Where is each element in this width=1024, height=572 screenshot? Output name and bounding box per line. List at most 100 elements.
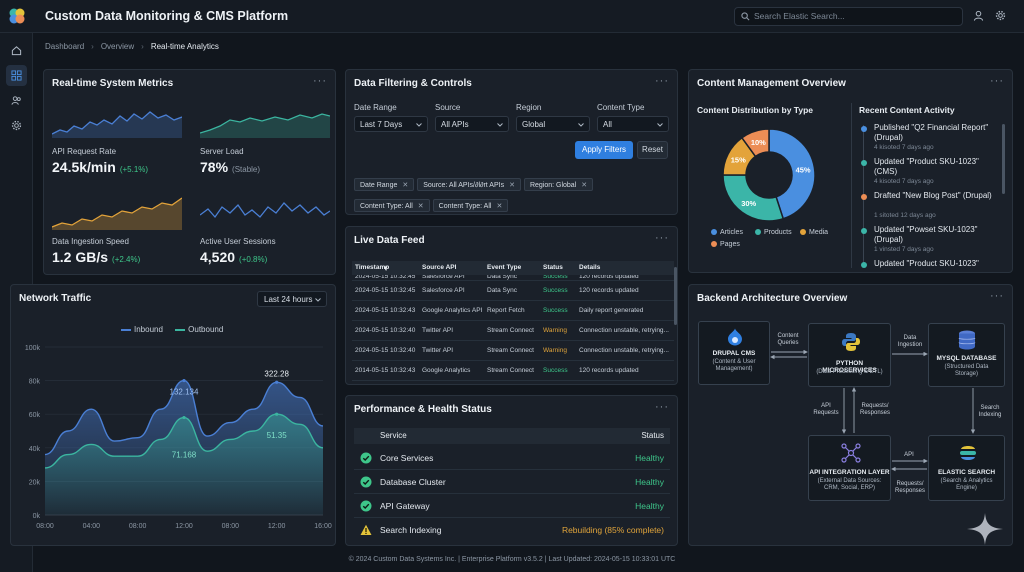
apply-filters-button[interactable]: Apply Filters <box>575 141 633 159</box>
cell-status: Warning <box>543 327 567 334</box>
health-row: Core Services Healthy <box>354 446 670 470</box>
table-row[interactable]: 2024-05-15 10:32:43 Google Analytics API R… <box>352 301 674 321</box>
breadcrumb-overview[interactable]: Overview <box>100 42 135 51</box>
activity-time: 4 kisoted 7 days ago <box>874 144 934 151</box>
cell-timestamp: 2024-05-15 10:32:40 <box>355 347 416 354</box>
elastic-box[interactable]: ELASTIC SEARCH (Search & Analytics Engin… <box>928 435 1005 501</box>
close-icon[interactable]: ✕ <box>496 203 503 210</box>
sidebar-item-home[interactable] <box>6 40 27 61</box>
arch-connectors <box>770 349 976 472</box>
network-title: Network Traffic <box>19 293 92 304</box>
slice-label: 10% <box>751 138 766 147</box>
reset-button[interactable]: Reset <box>637 141 668 159</box>
more-menu-icon[interactable]: ··· <box>655 232 669 244</box>
drupal-box[interactable]: DRUPAL CMS (Content & User Management) <box>698 321 770 385</box>
activity-scrollbar[interactable] <box>1002 124 1005 194</box>
slice-label: 30% <box>741 199 756 208</box>
more-menu-icon[interactable]: ··· <box>655 75 669 87</box>
legend-label: Products <box>764 229 792 236</box>
col-service: Service <box>380 431 407 440</box>
user-icon[interactable] <box>973 10 984 21</box>
slice-label: 15% <box>731 155 746 164</box>
python-box[interactable]: PYTHON MICROSERVICES (Data Processing & … <box>808 323 891 387</box>
activity-title: Recent Content Activity <box>859 105 955 115</box>
range-select[interactable]: Last 24 hours <box>257 291 327 307</box>
table-row[interactable]: 2024-05-15 10:32:45 Salesforce API Data Sy… <box>352 267 674 281</box>
sort-icon[interactable]: ▾ <box>384 265 388 272</box>
active-filter-chips: Date Range ✕ Source: All APIs/∂l∂rt APIs ✕ R… <box>354 174 674 216</box>
sidebar-item-dashboard[interactable] <box>6 65 27 86</box>
more-menu-icon[interactable]: ··· <box>990 290 1004 302</box>
sidebar-item-settings[interactable] <box>6 115 27 136</box>
legend-articles: Articles <box>711 229 743 236</box>
x-tick-label: 08:00 <box>129 523 147 530</box>
close-icon[interactable]: ✕ <box>402 182 409 189</box>
region-select[interactable]: Global <box>516 116 590 132</box>
filter-chip[interactable]: Region: Global ✕ <box>523 178 594 191</box>
table-row[interactable]: 2024-05-15 10:32:45 Salesforce API Data Sy… <box>352 281 674 301</box>
select-value: All <box>603 120 612 129</box>
content-type-select[interactable]: All <box>597 116 669 132</box>
box-title: API INTEGRATION LAYER <box>809 469 890 476</box>
python-icon <box>842 333 860 351</box>
cell-event: Data Sync <box>487 273 517 280</box>
footer: © 2024 Custom Data Systems Inc. | Enterp… <box>348 556 676 563</box>
filter-label: Region <box>516 103 542 112</box>
chevron-down-icon <box>657 123 663 127</box>
api-layer-box[interactable]: API INTEGRATION LAYER (External Data Sou… <box>808 435 891 501</box>
close-icon[interactable]: ✕ <box>509 182 515 189</box>
legend-products: Products <box>755 229 792 236</box>
x-tick-label: 12:00 <box>268 523 286 530</box>
range-value: Last 24 hours <box>264 295 313 304</box>
filter-chip[interactable]: Content Type: All ✕ <box>432 199 509 212</box>
table-row[interactable]: 2024-05-15 10:32:40 Twitter API Stream Con… <box>352 321 674 341</box>
sidebar-item-users[interactable] <box>6 90 27 111</box>
metric-delta: (Stable) <box>232 165 261 174</box>
mysql-box[interactable]: MYSQL DATABASE (Structured Data Storage) <box>928 323 1005 387</box>
filter-chip[interactable]: Content Type: All ✕ <box>354 199 430 212</box>
search-input[interactable]: Search Elastic Search... <box>754 11 845 21</box>
check-circle-icon <box>360 476 372 488</box>
feed-title: Live Data Feed <box>354 235 425 246</box>
table-header-overlay: Timestamp ▾ Source API Event Type Status … <box>352 261 674 275</box>
legend-dot <box>711 241 717 248</box>
feed-scrollbar[interactable] <box>674 267 677 325</box>
logo-icon[interactable] <box>8 7 26 25</box>
service-name: API Gateway <box>380 501 430 511</box>
date-range-select[interactable]: Last 7 Days <box>354 116 428 132</box>
legend-outbound: Outbound <box>188 325 224 334</box>
cell-details: Connection unstable, retrying... <box>579 327 669 334</box>
table-row[interactable]: 2024-05-15 10:32:40 Twitter API Stream Con… <box>352 341 674 361</box>
more-menu-icon[interactable]: ··· <box>990 75 1004 87</box>
more-menu-icon[interactable]: ··· <box>313 75 327 87</box>
cell-status: Success <box>543 307 568 314</box>
search-box[interactable]: Search Elastic Search... <box>734 7 963 26</box>
metric-label: Data Ingestion Speed <box>52 237 129 246</box>
metric-sparkline <box>200 113 330 138</box>
metrics-panel: Real-time System Metrics ··· API Request… <box>43 69 336 275</box>
close-icon[interactable]: ✕ <box>417 203 424 210</box>
cell-timestamp: 2024-05-15 10:32:45 <box>355 273 416 280</box>
filter-chip[interactable]: Source: All APIs/∂l∂rt APIs ✕ <box>417 178 521 191</box>
activity-time: 1 vinsted 7 days ago <box>874 246 934 253</box>
more-menu-icon[interactable]: ··· <box>655 401 669 413</box>
close-icon[interactable]: ✕ <box>581 182 588 189</box>
metric-delta: (+2.4%) <box>112 255 141 264</box>
table-row[interactable]: 2014-05-15 10:32:43 Google Analytics Strea… <box>352 361 674 381</box>
timeline-dot <box>861 228 867 234</box>
filter-chip[interactable]: Date Range ✕ <box>354 178 415 191</box>
chart-legend: Inbound Outbound <box>121 325 223 334</box>
activity-time: 4 kisoted 7 days ago <box>874 178 934 185</box>
app-title: Custom Data Monitoring & CMS Platform <box>45 9 289 23</box>
check-circle-icon <box>360 452 372 464</box>
filter-label: Source <box>435 103 461 112</box>
metric-value: 78% (Stable) <box>200 159 261 175</box>
filter-label: Date Range <box>354 103 397 112</box>
cell-source: Salesforce API <box>422 273 465 280</box>
source-select[interactable]: All APIs <box>435 116 509 132</box>
connector-label: Content Queries <box>777 333 799 346</box>
gear-icon[interactable] <box>995 10 1006 21</box>
connector-label: Search Indexing <box>978 405 1002 418</box>
breadcrumb-dashboard[interactable]: Dashboard <box>45 42 85 51</box>
annotation-point <box>275 412 279 416</box>
